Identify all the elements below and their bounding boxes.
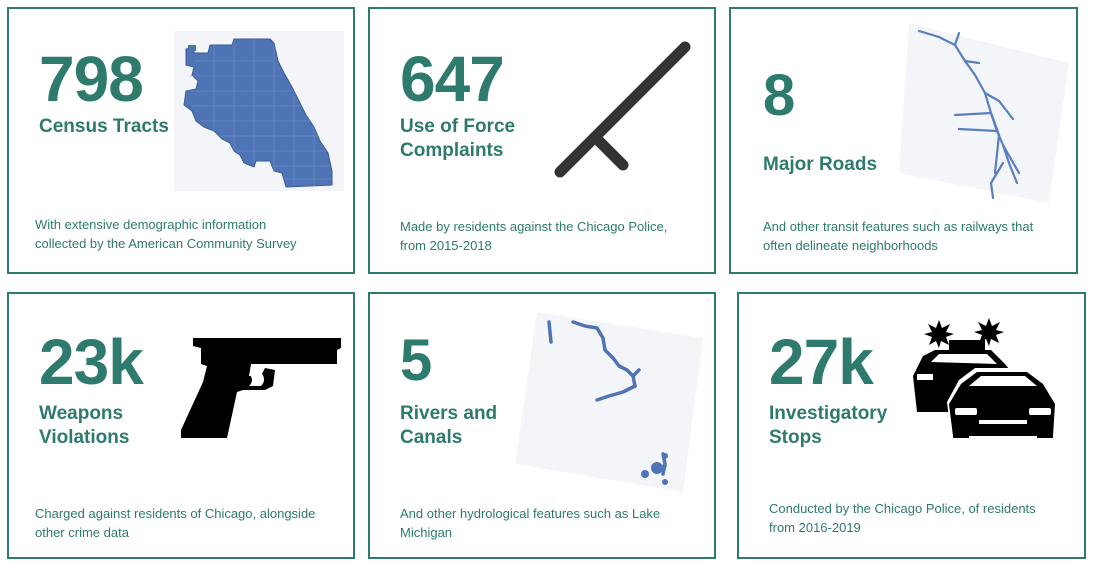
stat-value: 27k — [769, 326, 874, 398]
stat-description: Conducted by the Chicago Police, of resi… — [769, 501, 1036, 535]
stat-label: Investigatory Stops — [769, 403, 888, 448]
stat-description: And other transit features such as railw… — [763, 219, 1034, 253]
stat-card-census-tracts: 798 Census Tracts With extensive demogra… — [7, 7, 355, 274]
stat-card-weapons-violations: 23k Weapons Violations Charged against r… — [7, 292, 355, 559]
stat-value: 647 — [400, 43, 505, 115]
police-cars-icon — [913, 318, 1057, 438]
stat-label: Use of Force Complaints — [400, 116, 516, 161]
stat-description: With extensive demographic information c… — [35, 217, 297, 251]
stat-card-rivers-canals: 5 Rivers and Canals And other hydrologic… — [368, 292, 716, 559]
stat-value: 5 — [400, 328, 433, 393]
stat-card-investigatory-stops: 27k Investigatory Stops Conducted by the… — [737, 292, 1086, 559]
stat-value: 8 — [763, 63, 796, 128]
stat-label: Census Tracts — [39, 116, 169, 137]
roads-map-icon — [899, 23, 1069, 203]
stat-description: And other hydrological features such as … — [400, 506, 661, 540]
stat-value: 23k — [39, 326, 144, 398]
stat-value: 798 — [39, 43, 144, 115]
handgun-icon — [181, 338, 341, 438]
chicago-tracts-map-icon — [174, 31, 344, 191]
stat-label: Major Roads — [763, 154, 878, 175]
stat-card-major-roads: 8 Major Roads And other transit features… — [729, 7, 1078, 274]
rivers-map-icon — [515, 312, 703, 492]
baton-icon — [554, 41, 691, 178]
stat-label: Weapons Violations — [39, 403, 130, 448]
stat-description: Charged against residents of Chicago, al… — [35, 506, 316, 540]
stat-description: Made by residents against the Chicago Po… — [400, 219, 668, 253]
stat-label: Rivers and Canals — [400, 403, 498, 448]
stat-card-use-of-force: 647 Use of Force Complaints Made by resi… — [368, 7, 716, 274]
